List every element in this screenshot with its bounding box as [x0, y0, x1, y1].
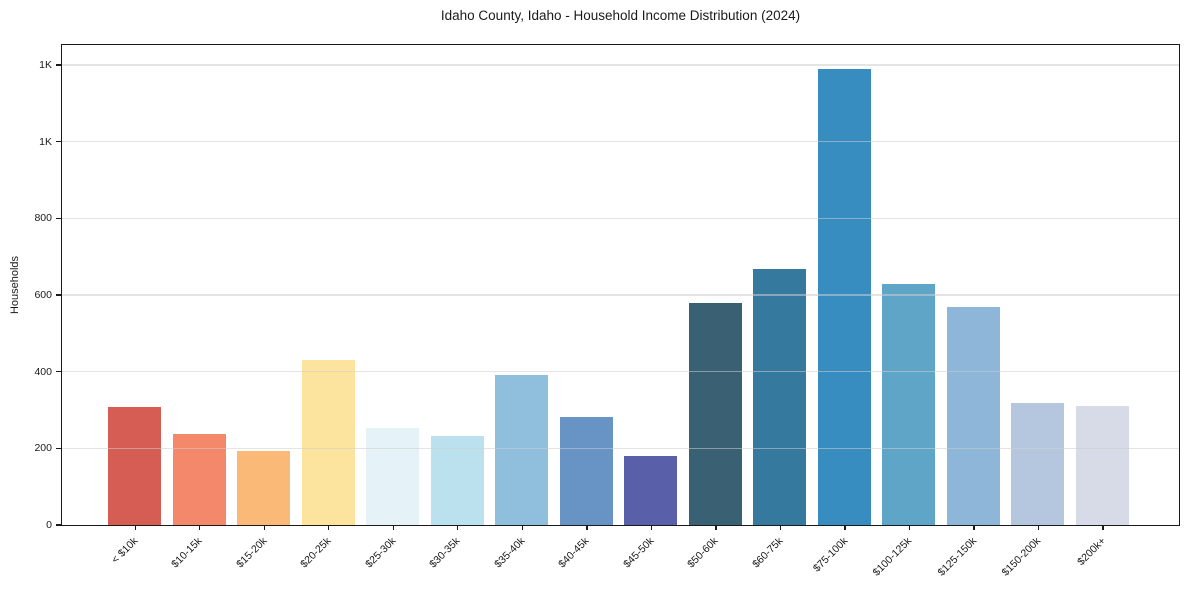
- bar-slot: $100-125k: [871, 45, 936, 579]
- bar: [817, 68, 871, 525]
- bar: [946, 307, 1000, 525]
- y-tick-label: 1K: [39, 135, 52, 148]
- bar-slot: $20-25k: [298, 45, 355, 570]
- bar: [430, 436, 484, 525]
- bar: [1075, 406, 1129, 525]
- x-tick-mark: [457, 525, 459, 530]
- y-tick-label: 0: [46, 519, 52, 531]
- bar: [882, 284, 936, 525]
- bar: [366, 428, 420, 525]
- bar: [624, 456, 678, 525]
- x-tick-label: $60-75k: [749, 535, 786, 571]
- x-tick-label: $150-200k: [999, 535, 1044, 579]
- bar: [301, 359, 355, 525]
- bar: [495, 375, 549, 525]
- bar: [559, 417, 613, 525]
- x-tick-mark: [973, 525, 975, 530]
- x-tick-label: $100-125k: [870, 535, 915, 579]
- x-tick-mark: [1037, 525, 1040, 530]
- bar-slot: $125-150k: [935, 45, 1000, 579]
- x-tick-mark: [715, 525, 717, 530]
- x-tick-mark: [392, 525, 394, 530]
- bars-layer: < $10k $10-15k $15-20k $20-25k $25-30k $30-35…: [62, 45, 1179, 579]
- bar: [688, 303, 742, 525]
- x-tick-mark: [908, 525, 911, 530]
- plot-area: < $10k $10-15k $15-20k $20-25k $25-30k $30-35…: [34, 44, 1180, 579]
- x-tick-label: $20-25k: [298, 535, 334, 571]
- bar-slot: $45-50k: [621, 45, 678, 570]
- bar-slot: $35-40k: [492, 45, 549, 570]
- x-tick-mark: [263, 525, 265, 530]
- x-tick-label: $25-30k: [362, 535, 399, 571]
- x-tick-label: $10-15k: [169, 535, 205, 571]
- x-tick-label: $200k+: [1074, 535, 1108, 569]
- bar-slot: $150-200k: [1000, 45, 1065, 579]
- bar-slot: $50-60k: [685, 45, 742, 570]
- bar-slot: $200k+: [1075, 45, 1129, 568]
- bar-slot: $60-75k: [750, 45, 807, 570]
- x-tick-label: $15-20k: [233, 535, 270, 571]
- x-tick-mark: [779, 525, 782, 530]
- bar-slot: $75-100k: [810, 45, 871, 574]
- bar: [108, 407, 161, 525]
- y-axis: 0 200 400 600 800 1K 1K: [34, 45, 1179, 531]
- y-tick-mark: [56, 294, 62, 296]
- x-tick-mark: [586, 525, 588, 530]
- x-tick-label: $40-45k: [556, 535, 592, 571]
- y-tick-mark: [56, 64, 62, 66]
- bar-slot: $10-15k: [169, 45, 226, 570]
- x-tick-mark: [328, 525, 330, 530]
- bar: [1011, 403, 1065, 525]
- x-tick-label: $125-150k: [935, 535, 979, 579]
- y-tick-label: 600: [34, 288, 52, 301]
- y-tick-mark: [56, 140, 62, 143]
- x-tick-mark: [1102, 525, 1104, 530]
- x-tick-label: $45-50k: [620, 535, 657, 571]
- y-tick-label: 400: [34, 365, 52, 378]
- bar-slot: $15-20k: [234, 45, 291, 570]
- x-tick-mark: [521, 525, 523, 530]
- x-tick-label: $35-40k: [491, 535, 528, 571]
- y-tick-label: 200: [34, 442, 52, 455]
- x-tick-mark: [134, 525, 136, 530]
- x-tick-mark: [844, 525, 846, 530]
- y-tick-mark: [56, 524, 62, 526]
- bar: [237, 451, 291, 525]
- bar: [172, 433, 226, 525]
- y-axis-label-text: Households: [9, 255, 21, 315]
- y-tick-mark: [56, 217, 62, 219]
- x-tick-label: $75-100k: [810, 535, 850, 575]
- bar-slot: $30-35k: [427, 45, 484, 570]
- x-tick-label: < $10k: [108, 535, 140, 566]
- bar-slot: $25-30k: [363, 45, 420, 570]
- bar-slot: < $10k: [108, 45, 161, 566]
- y-tick-label: 800: [34, 212, 52, 225]
- x-tick-mark: [199, 525, 201, 530]
- y-tick-label: 1K: [39, 58, 52, 71]
- y-tick-mark: [56, 371, 62, 373]
- bar: [753, 269, 807, 525]
- x-tick-mark: [650, 525, 653, 530]
- x-tick-label: $30-35k: [427, 535, 463, 571]
- y-tick-mark: [56, 447, 62, 449]
- chart-title: Idaho County, Idaho - Household Income D…: [440, 8, 801, 23]
- x-tick-label: $50-60k: [685, 535, 721, 571]
- bar-slot: $40-45k: [556, 45, 613, 570]
